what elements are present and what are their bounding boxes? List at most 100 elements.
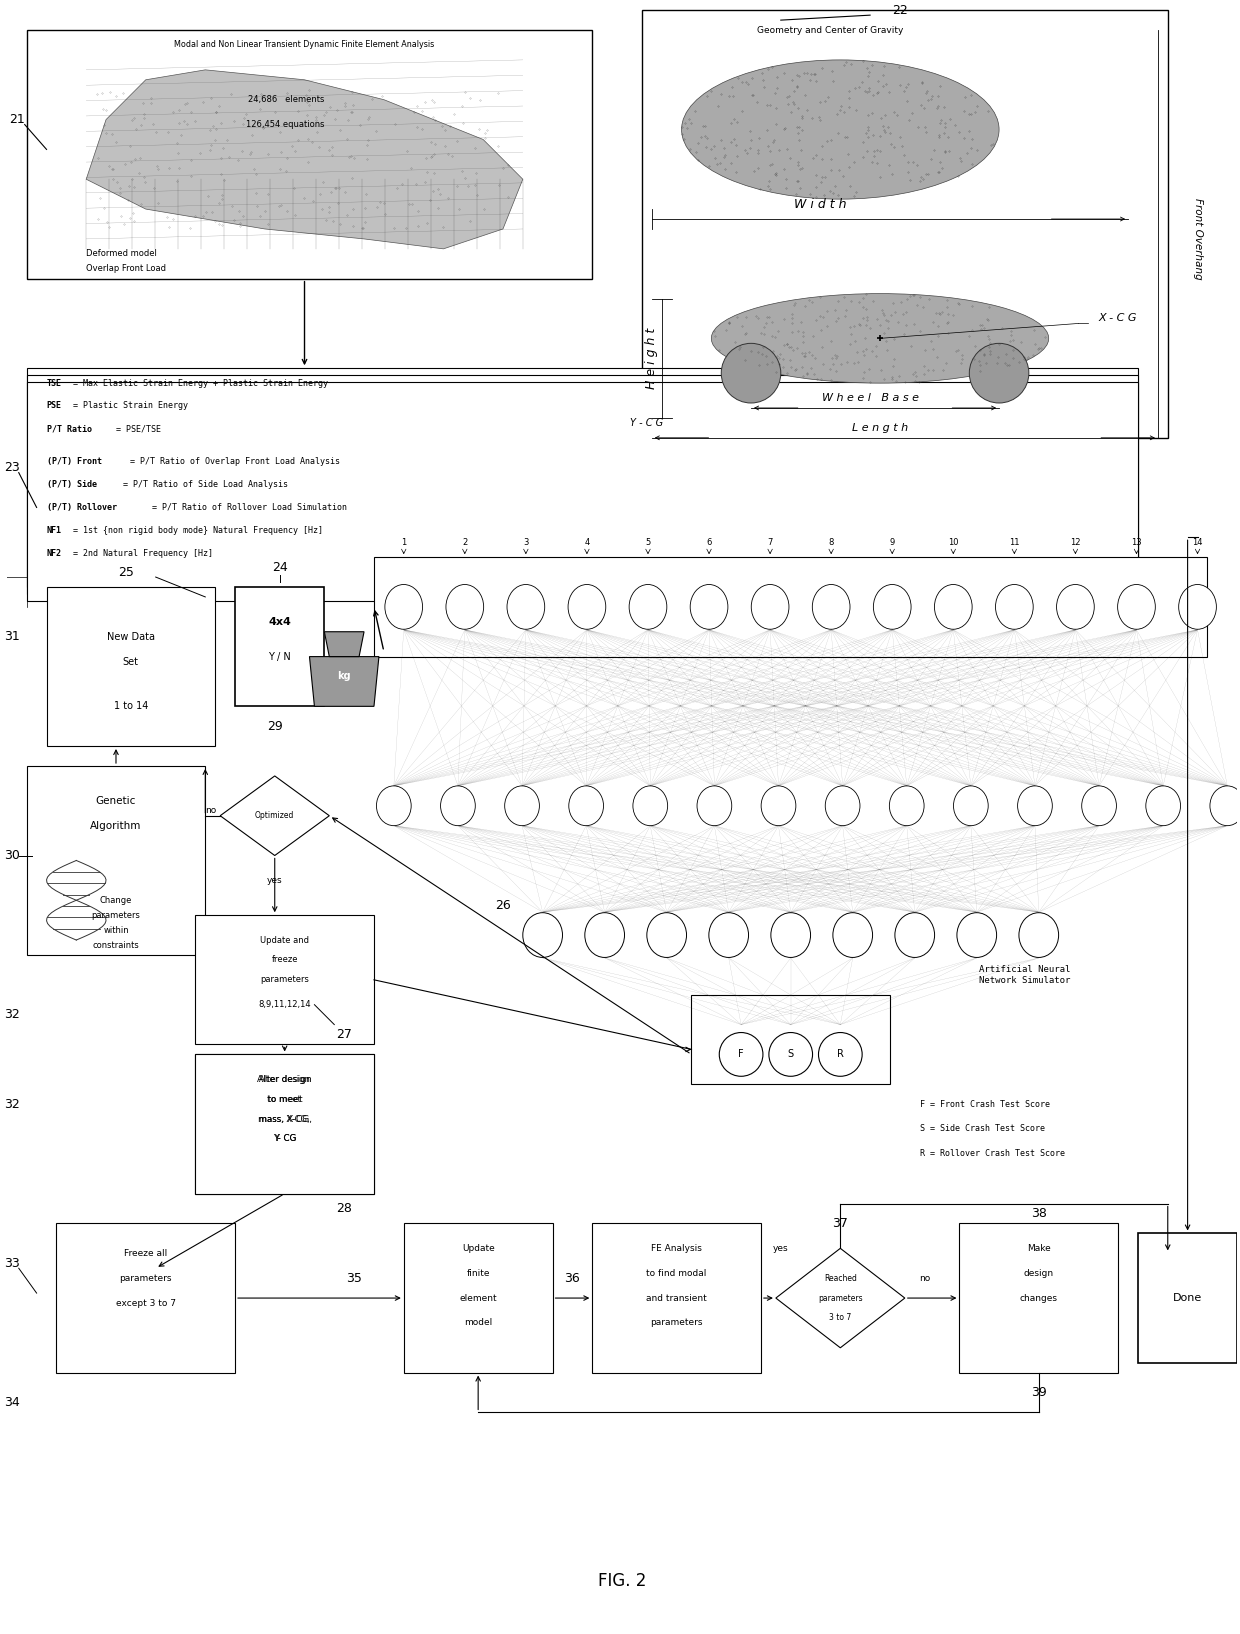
Bar [57, 1224, 236, 1373]
Text: 126,454 equations: 126,454 equations [246, 119, 325, 129]
Text: parameters: parameters [650, 1319, 703, 1327]
Text: Artificial Neural
Network Simulator: Artificial Neural Network Simulator [980, 966, 1070, 985]
Ellipse shape [507, 585, 544, 629]
Ellipse shape [632, 786, 667, 825]
Bar [27, 29, 593, 279]
Text: = 2nd Natural Frequency [Hz]: = 2nd Natural Frequency [Hz] [68, 549, 213, 557]
Text: changes: changes [1019, 1294, 1058, 1302]
Ellipse shape [585, 913, 625, 958]
Text: 3: 3 [523, 538, 528, 547]
Text: mass, X-CG,: mass, X-CG, [264, 1160, 306, 1167]
Text: (P/T) Front: (P/T) Front [47, 458, 102, 466]
Bar [27, 376, 1138, 593]
Text: 39: 39 [1030, 1386, 1047, 1399]
Ellipse shape [895, 913, 935, 958]
Text: R: R [837, 1049, 843, 1059]
Text: Y- CG: Y- CG [273, 1134, 296, 1144]
Ellipse shape [996, 585, 1033, 629]
Text: W i d t h: W i d t h [795, 198, 847, 211]
Text: to meet: to meet [268, 1095, 301, 1103]
Text: 34: 34 [4, 1395, 20, 1409]
Bar [196, 915, 374, 1044]
Ellipse shape [440, 786, 475, 825]
Text: = Max Elastic Strain Energy + Plastic Strain Energy: = Max Elastic Strain Energy + Plastic St… [68, 379, 327, 387]
Ellipse shape [761, 786, 796, 825]
Text: Y / N: Y / N [268, 652, 291, 662]
Text: W h e e l   B a s e: W h e e l B a s e [822, 394, 919, 404]
Text: Modal and Non Linear Transient Dynamic Finite Element Analysis: Modal and Non Linear Transient Dynamic F… [175, 41, 435, 49]
Bar [1138, 1234, 1238, 1363]
Text: Freeze all: Freeze all [124, 1248, 167, 1258]
Text: P/T Ratio: P/T Ratio [47, 425, 92, 433]
Bar [642, 10, 1168, 438]
Text: 8,9,11,12,14: 8,9,11,12,14 [258, 1000, 311, 1010]
Text: TSE: TSE [47, 379, 62, 387]
Ellipse shape [691, 585, 728, 629]
Bar [404, 1224, 553, 1373]
Bar [27, 368, 1138, 587]
Text: 38: 38 [1030, 1208, 1047, 1221]
Text: (P/T) Rollover: (P/T) Rollover [47, 503, 117, 511]
Ellipse shape [712, 294, 1049, 382]
Text: Geometry and Center of Gravity: Geometry and Center of Gravity [758, 26, 904, 34]
Text: 26: 26 [495, 899, 511, 912]
Polygon shape [87, 70, 523, 248]
Polygon shape [310, 657, 379, 706]
Text: H e i g h t: H e i g h t [645, 328, 658, 389]
Text: 25: 25 [118, 565, 134, 578]
Text: F: F [738, 1049, 744, 1059]
Text: 32: 32 [4, 1098, 20, 1111]
Text: 1: 1 [401, 538, 407, 547]
Ellipse shape [826, 786, 861, 825]
Text: Alter design: Alter design [259, 1075, 310, 1083]
Ellipse shape [1210, 786, 1240, 825]
Ellipse shape [1081, 786, 1116, 825]
Bar [374, 557, 1208, 657]
Text: to find modal: to find modal [646, 1268, 707, 1278]
Bar [47, 587, 216, 747]
Text: Optimized: Optimized [255, 810, 294, 820]
Text: Overlap Front Load: Overlap Front Load [87, 265, 166, 273]
Polygon shape [776, 1248, 905, 1348]
Ellipse shape [957, 913, 997, 958]
Text: 4x4: 4x4 [268, 616, 291, 627]
Text: PSE: PSE [47, 402, 62, 410]
Text: no: no [205, 806, 216, 815]
Text: 9: 9 [889, 538, 895, 547]
Text: FE Analysis: FE Analysis [651, 1243, 702, 1253]
Text: except 3 to 7: except 3 to 7 [115, 1299, 176, 1307]
Bar [692, 995, 890, 1085]
Ellipse shape [1019, 913, 1059, 958]
Text: 13: 13 [1131, 538, 1142, 547]
Text: parameters: parameters [92, 910, 140, 920]
Text: model: model [464, 1319, 492, 1327]
Text: 31: 31 [4, 631, 20, 644]
Text: = PSE/TSE: = PSE/TSE [110, 425, 161, 433]
Text: Genetic: Genetic [95, 796, 136, 806]
Text: Y- CG: Y- CG [274, 1134, 295, 1144]
Text: (P/T) Side: (P/T) Side [47, 480, 97, 489]
Ellipse shape [384, 585, 423, 629]
Ellipse shape [873, 585, 911, 629]
Text: F = Front Crash Test Score: F = Front Crash Test Score [920, 1100, 1050, 1108]
Ellipse shape [1117, 585, 1156, 629]
Ellipse shape [812, 585, 849, 629]
Text: element: element [459, 1294, 497, 1302]
Ellipse shape [569, 786, 604, 825]
Ellipse shape [1179, 585, 1216, 629]
Text: 33: 33 [4, 1257, 20, 1270]
Ellipse shape [771, 913, 811, 958]
Text: X - C G: X - C G [1099, 314, 1137, 324]
Text: 10: 10 [949, 538, 959, 547]
Circle shape [769, 1033, 812, 1077]
Polygon shape [325, 632, 365, 657]
Ellipse shape [629, 585, 667, 629]
Text: Front Overhang: Front Overhang [1193, 198, 1203, 279]
Text: 28: 28 [336, 1203, 352, 1216]
Text: S = Side Crash Test Score: S = Side Crash Test Score [920, 1124, 1045, 1134]
Text: and transient: and transient [646, 1294, 707, 1302]
Text: mass, X-CG,: mass, X-CG, [259, 1114, 310, 1124]
Bar [27, 766, 206, 954]
Text: = P/T Ratio of Rollover Load Simulation: = P/T Ratio of Rollover Load Simulation [146, 503, 346, 511]
Text: New Data: New Data [107, 632, 155, 642]
